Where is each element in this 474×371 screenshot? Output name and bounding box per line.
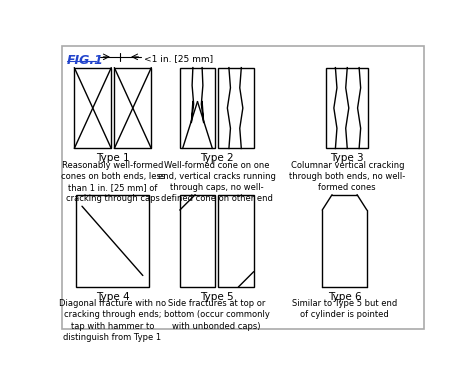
Text: Columnar vertical cracking
through both ends, no well-
formed cones: Columnar vertical cracking through both …: [289, 161, 405, 192]
Text: Type 6: Type 6: [328, 292, 361, 302]
Text: Type 4: Type 4: [96, 292, 129, 302]
Text: Side fractures at top or
bottom (occur commonly
with unbonded caps): Side fractures at top or bottom (occur c…: [164, 299, 270, 331]
Text: Type 2: Type 2: [200, 153, 234, 163]
Bar: [219, 195, 254, 287]
Text: Diagonal fracture with no
cracking through ends;
tap with hammer to
distinguish : Diagonal fracture with no cracking throu…: [59, 299, 166, 342]
Bar: [76, 195, 149, 287]
Text: Type 3: Type 3: [330, 153, 364, 163]
Text: FIG.1: FIG.1: [66, 54, 103, 67]
Text: Well-formed cone on one
end, vertical cracks running
through caps, no well-
defi: Well-formed cone on one end, vertical cr…: [158, 161, 276, 203]
Bar: [180, 195, 215, 287]
Bar: [180, 68, 215, 148]
Text: Similar to Type 5 but end
of cylinder is pointed: Similar to Type 5 but end of cylinder is…: [292, 299, 397, 319]
Bar: [74, 68, 111, 148]
Bar: [114, 68, 151, 148]
Text: Type 1: Type 1: [96, 153, 129, 163]
Text: Type 5: Type 5: [200, 292, 234, 302]
Text: Reasonably well-formed
cones on both ends, less
than 1 in. [25 mm] of
cracking t: Reasonably well-formed cones on both end…: [61, 161, 165, 203]
Bar: [219, 68, 254, 148]
Text: <1 in. [25 mm]: <1 in. [25 mm]: [144, 54, 213, 63]
Bar: [326, 68, 368, 148]
